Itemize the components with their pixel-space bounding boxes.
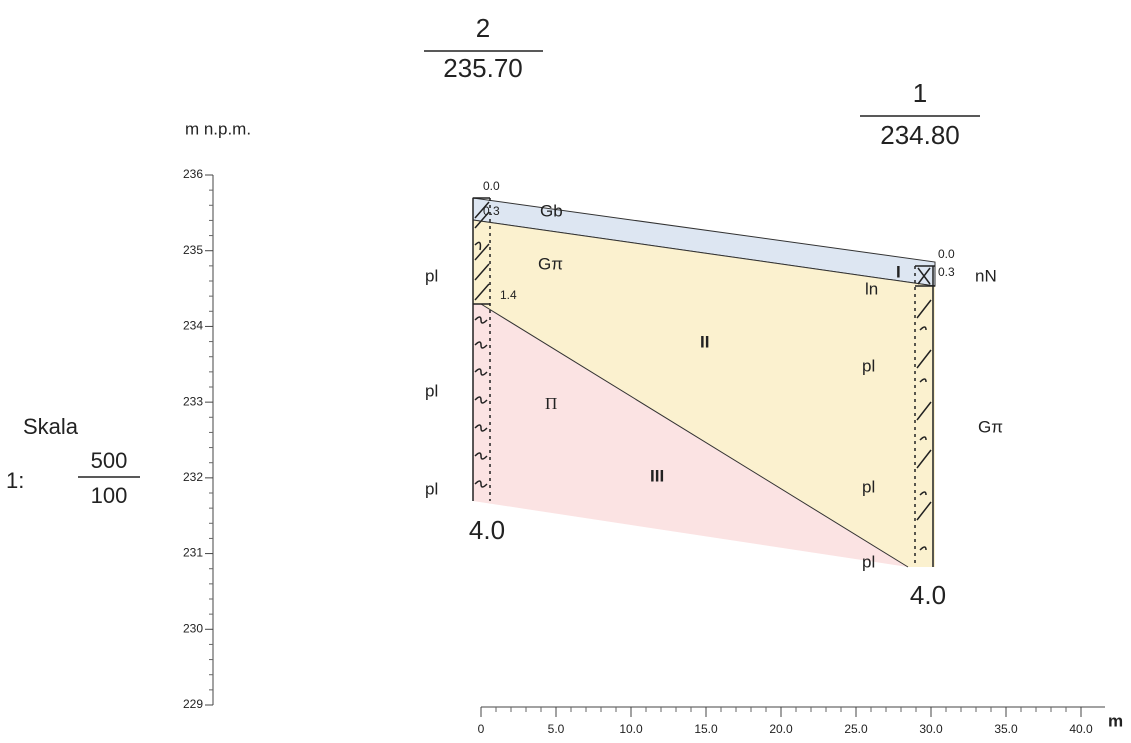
borehole-elevation: 235.70 xyxy=(443,53,523,83)
y-tick-label: 229 xyxy=(183,697,203,711)
x-ticks: 0 5.0 10.0 15.0 20.0 25.0 30.0 35.0 40.0 xyxy=(478,707,1093,736)
x-tick-label: 0 xyxy=(478,722,485,736)
origin-label: pl xyxy=(862,552,875,571)
boundary xyxy=(480,303,909,568)
depth: 0.0 xyxy=(938,247,955,261)
y-tick-label: 230 xyxy=(183,621,203,635)
layer-gpi xyxy=(473,220,935,567)
x-axis-unit: m xyxy=(1108,711,1123,730)
origin-label: pl xyxy=(862,356,875,375)
depth: 4.0 xyxy=(469,515,505,545)
borehole-number: 1 xyxy=(913,78,927,108)
origin-label: pl xyxy=(862,477,875,496)
layer-label: Gπ xyxy=(978,417,1003,436)
y-ticks: 236 235 234 233 232 231 230 229 xyxy=(183,167,213,711)
layer-pi xyxy=(473,304,908,567)
scale-label: Skala xyxy=(23,414,79,439)
borehole-column xyxy=(914,265,935,567)
y-tick-label: 234 xyxy=(183,319,203,333)
y-tick-label: 232 xyxy=(183,470,203,484)
x-tick-label: 15.0 xyxy=(694,722,718,736)
borehole-column xyxy=(472,197,491,501)
origin-label: pl xyxy=(425,266,438,285)
y-tick-label: 233 xyxy=(183,394,203,408)
layer-label: Gπ xyxy=(538,254,563,273)
y-axis-label: m n.p.m. xyxy=(185,119,251,138)
layer-label: Gb xyxy=(540,201,563,220)
layer-label: nN xyxy=(975,266,997,285)
scale-horizontal: 500 xyxy=(91,448,128,473)
origin-label: pl xyxy=(425,381,438,400)
x-tick-label: 25.0 xyxy=(844,722,868,736)
layer-label: Π xyxy=(545,394,557,413)
depth: 0.0 xyxy=(483,179,500,193)
y-tick-label: 231 xyxy=(183,546,203,560)
boundary xyxy=(472,219,936,287)
x-tick-label: 10.0 xyxy=(619,722,643,736)
depth: 0.3 xyxy=(938,265,955,279)
origin-label: pl xyxy=(425,479,438,498)
scale-prefix: 1: xyxy=(6,468,24,493)
zone-label: II xyxy=(700,332,709,351)
x-tick-label: 5.0 xyxy=(548,722,565,736)
zone-label: I xyxy=(896,262,901,281)
depth: 1.4 xyxy=(500,288,517,302)
origin-label: ln xyxy=(865,279,878,298)
x-tick-label: 30.0 xyxy=(919,722,943,736)
depth: 0.3 xyxy=(483,204,500,218)
borehole-number: 2 xyxy=(476,13,490,43)
zone-label: III xyxy=(650,466,664,485)
borehole-elevation: 234.80 xyxy=(880,120,960,150)
x-tick-label: 35.0 xyxy=(994,722,1018,736)
y-tick-label: 236 xyxy=(183,167,203,181)
x-tick-label: 40.0 xyxy=(1069,722,1093,736)
depth: 4.0 xyxy=(910,580,946,610)
scale-vertical: 100 xyxy=(91,483,128,508)
x-tick-label: 20.0 xyxy=(769,722,793,736)
y-tick-label: 235 xyxy=(183,243,203,257)
